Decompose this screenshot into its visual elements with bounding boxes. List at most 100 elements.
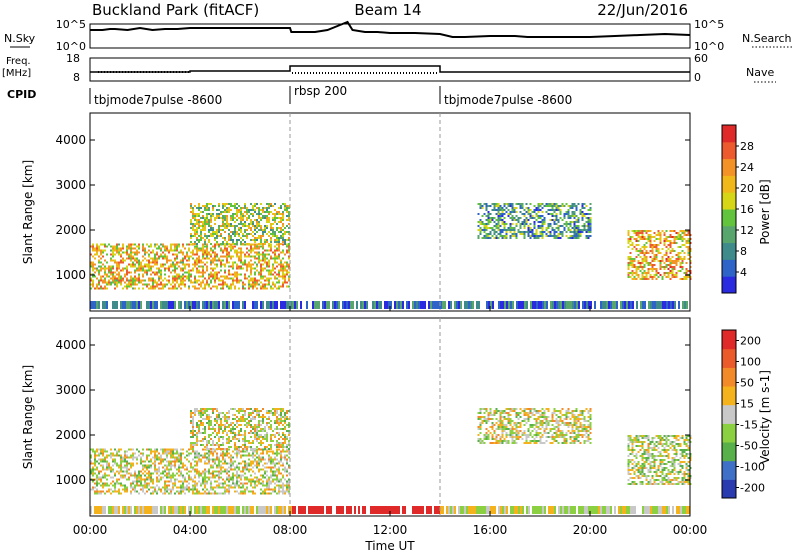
velocity-echo-cell [274, 444, 276, 446]
power-echo-cell [258, 247, 260, 250]
noise-left-label: N.Sky [4, 32, 36, 45]
velocity-echo-cell [264, 448, 266, 450]
velocity-echo-cell [258, 422, 260, 424]
power-echo-cell [683, 252, 686, 254]
velocity-echo-cell [114, 488, 116, 491]
power-echo-cell [190, 281, 192, 284]
power-echo-cell [489, 237, 492, 239]
power-ground-scatter [96, 301, 98, 309]
velocity-echo-cell [258, 438, 260, 440]
velocity-echo-cell [280, 472, 282, 475]
velocity-echo-cell [150, 452, 152, 455]
velocity-echo-cell [212, 476, 214, 479]
power-echo-cell [563, 227, 566, 229]
power-echo-cell [230, 257, 232, 260]
power-ground-scatter [90, 301, 92, 309]
power-echo-cell [218, 231, 220, 233]
velocity-echo-cell [102, 450, 104, 453]
velocity-echo-cell [200, 414, 202, 416]
power-echo-cell [659, 274, 662, 276]
power-echo-cell [148, 255, 150, 258]
velocity-echo-cell [248, 424, 250, 426]
velocity-echo-cell [222, 482, 224, 485]
power-echo-cell [659, 252, 662, 254]
power-ground-scatter [644, 301, 646, 309]
power-echo-cell [252, 285, 254, 288]
power-ground-scatter [576, 301, 578, 309]
velocity-echo-cell [206, 446, 208, 448]
velocity-echo-cell [156, 492, 158, 495]
power-echo-cell [242, 213, 244, 215]
velocity-echo-cell [140, 482, 142, 485]
power-echo-cell [683, 238, 686, 240]
power-echo-cell [631, 248, 634, 250]
power-echo-cell [100, 287, 102, 290]
power-echo-cell [280, 217, 282, 219]
power-echo-cell [565, 203, 568, 205]
velocity-echo-cell [226, 438, 228, 440]
power-echo-cell [158, 271, 160, 274]
power-echo-cell [284, 243, 286, 245]
velocity-echo-cell [242, 414, 244, 416]
power-echo-cell [198, 219, 200, 221]
power-echo-cell [222, 217, 224, 219]
velocity-echo-cell [174, 458, 176, 461]
power-echo-cell [254, 247, 256, 250]
power-ground-scatter [422, 301, 424, 309]
velocity-echo-cell [248, 462, 250, 465]
velocity-echo-cell [280, 460, 282, 463]
velocity-echo-cell [180, 466, 182, 469]
power-echo-cell [222, 203, 224, 205]
power-echo-cell [657, 276, 660, 278]
velocity-echo-cell [148, 464, 150, 467]
velocity-echo-cell [270, 440, 272, 442]
power-echo-cell [240, 279, 242, 282]
power-ground-scatter [516, 301, 518, 309]
velocity-echo-cell [208, 490, 210, 493]
power-echo-cell [252, 213, 254, 215]
power-echo-cell [481, 215, 484, 217]
power-echo-cell [126, 271, 128, 274]
power-echo-cell [286, 273, 288, 276]
power-echo-cell [234, 225, 236, 227]
power-echo-cell [206, 255, 208, 258]
velocity-echo-cell [234, 444, 236, 446]
power-ground-scatter [286, 301, 288, 309]
power-ground-scatter [600, 301, 602, 309]
power-echo-cell [162, 287, 164, 290]
velocity-echo-cell [220, 460, 222, 463]
power-ground-scatter [210, 301, 212, 309]
power-ground-scatter [498, 301, 500, 309]
power-echo-cell [242, 239, 244, 241]
power-echo-cell [130, 275, 132, 278]
velocity-echo-cell [268, 426, 270, 428]
velocity-echo-cell [284, 470, 286, 473]
power-ground-scatter [538, 301, 540, 309]
velocity-echo-cell [182, 490, 184, 493]
power-ground-scatter [578, 301, 580, 309]
velocity-echo-cell [116, 490, 118, 493]
velocity-echo-cell [214, 462, 216, 465]
power-echo-cell [196, 207, 198, 209]
power-echo-cell [224, 211, 226, 213]
velocity-echo-cell [184, 478, 186, 481]
velocity-echo-cell [198, 410, 200, 412]
velocity-echo-cell [220, 412, 222, 414]
power-echo-cell [555, 223, 558, 225]
power-echo-cell [266, 261, 268, 264]
power-echo-cell [174, 247, 176, 250]
power-echo-cell [222, 223, 224, 225]
power-echo-cell [174, 269, 176, 272]
power-ground-scatter [194, 301, 196, 309]
power-echo-cell [232, 205, 234, 207]
velocity-echo-cell [164, 470, 166, 473]
velocity-echo-cell [214, 418, 216, 420]
velocity-echo-cell [174, 462, 176, 465]
power-echo-cell [677, 256, 680, 258]
velocity-echo-cell [274, 408, 276, 410]
velocity-echo-cell [208, 454, 210, 457]
velocity-echo-cell [152, 490, 154, 493]
power-echo-cell [681, 238, 684, 240]
velocity-echo-cell [142, 486, 144, 489]
power-echo-cell [286, 225, 288, 227]
